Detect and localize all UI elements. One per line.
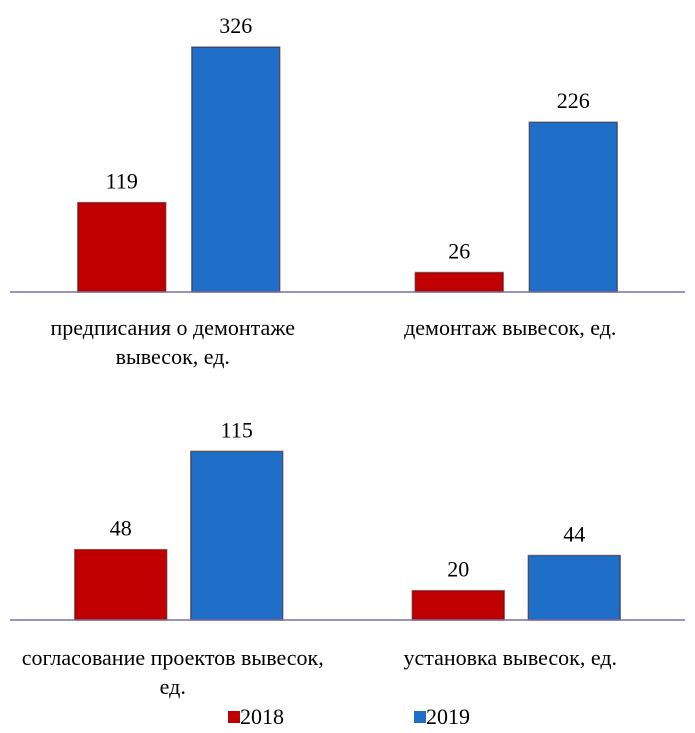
value-label: 119 <box>106 169 138 194</box>
value-label: 115 <box>221 417 253 442</box>
value-label: 326 <box>219 13 252 38</box>
value-label: 48 <box>110 516 132 541</box>
legend-swatch <box>228 711 240 723</box>
category-label: предписания о демонтаже вывесок, ед. <box>50 315 295 369</box>
value-label: 20 <box>447 557 469 582</box>
bar <box>411 589 505 621</box>
bar <box>528 121 618 293</box>
bar <box>414 271 504 293</box>
bar <box>74 548 168 621</box>
value-label: 26 <box>448 238 470 263</box>
value-label: 226 <box>557 88 590 113</box>
category-label: установка вывесок, ед. <box>403 645 618 670</box>
value-label: 44 <box>563 521 585 546</box>
bar <box>527 554 621 621</box>
legend-swatch <box>414 711 426 723</box>
category-label: демонтаж вывесок, ед. <box>404 315 617 340</box>
legend-label: 2019 <box>426 704 470 729</box>
legend-label: 2018 <box>240 704 284 729</box>
category-label: согласование проектов вывесок, ед. <box>21 645 324 699</box>
bar <box>190 450 284 621</box>
bar <box>191 46 281 293</box>
bar <box>77 201 167 293</box>
